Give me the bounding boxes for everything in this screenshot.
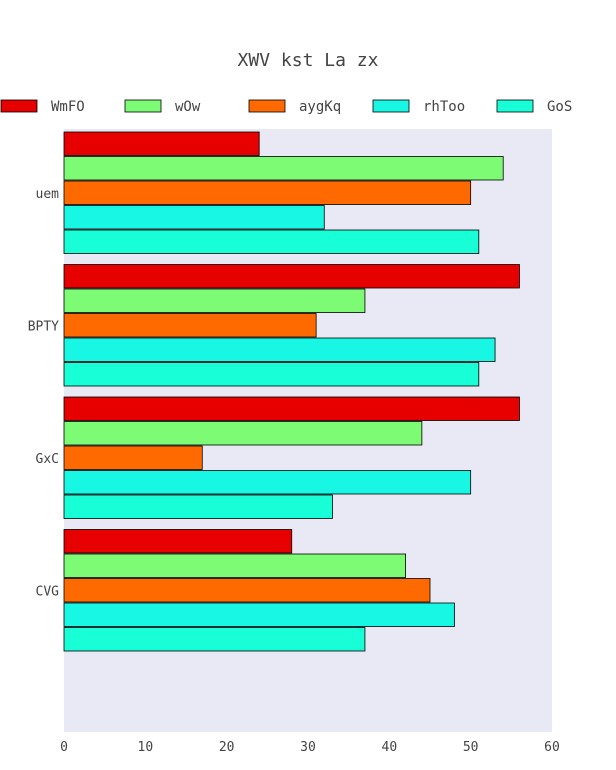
x-tick-label-20: 20: [219, 740, 235, 755]
y-tick-label-uem: uem: [36, 187, 60, 202]
legend: WmFO wOw aygKq rhToo GoS: [0, 99, 572, 115]
bar-aygkq-uem: [63, 180, 472, 205]
bar-gos-gxc: [63, 494, 333, 519]
bar-rhtoo-gxc: [63, 470, 472, 495]
x-tick-label-0: 0: [60, 740, 68, 755]
y-tick-label-gxc: GxC: [36, 452, 59, 467]
bar-wow-cvg: [63, 553, 407, 578]
legend-swatch-wow: [124, 99, 162, 113]
legend-swatch-rhtoo: [372, 99, 410, 113]
bar-wow-uem: [63, 156, 504, 181]
bar-aygkq-bpty: [63, 313, 317, 338]
legend-swatch-aygkq: [248, 99, 286, 113]
bar-gos-cvg: [63, 627, 366, 652]
x-tick-label-50: 50: [463, 740, 479, 755]
legend-item-wow[interactable]: wOw: [124, 99, 201, 115]
legend-label-wmfo: WmFO: [51, 99, 85, 115]
legend-item-wmfo[interactable]: WmFO: [0, 99, 85, 115]
chart-title: XWV kst La zx: [238, 50, 379, 71]
bar-aygkq-cvg: [63, 578, 431, 603]
bar-wmfo-cvg: [63, 529, 293, 554]
bar-rhtoo-cvg: [63, 602, 455, 627]
y-tick-label-cvg: CVG: [36, 584, 60, 599]
x-tick-label-30: 30: [300, 740, 316, 755]
legend-label-aygkq: aygKq: [299, 99, 341, 115]
y-axis-labels: uem BPTY GxC CVG: [28, 187, 59, 600]
x-tick-label-10: 10: [138, 740, 154, 755]
x-axis-labels: 0 10 20 30 40 50 60: [60, 740, 560, 755]
x-tick-label-60: 60: [544, 740, 560, 755]
bar-wow-gxc: [63, 421, 423, 446]
x-tick-label-40: 40: [382, 740, 398, 755]
bar-aygkq-gxc: [63, 445, 203, 470]
legend-swatch-wmfo: [0, 99, 38, 113]
bar-wow-bpty: [63, 288, 366, 313]
legend-item-rhtoo[interactable]: rhToo: [372, 99, 465, 115]
legend-item-aygkq[interactable]: aygKq: [248, 99, 341, 115]
bar-rhtoo-bpty: [63, 337, 496, 362]
bar-gos-bpty: [63, 362, 480, 387]
legend-label-gos: GoS: [547, 99, 572, 115]
legend-swatch-gos: [496, 99, 534, 113]
legend-label-wow: wOw: [175, 99, 201, 115]
bar-rhtoo-uem: [63, 205, 325, 230]
legend-item-gos[interactable]: GoS: [496, 99, 572, 115]
bar-gos-uem: [63, 229, 480, 254]
bars: [63, 131, 520, 652]
bar-wmfo-gxc: [63, 396, 520, 421]
y-tick-label-bpty: BPTY: [28, 319, 59, 334]
bar-wmfo-bpty: [63, 264, 520, 289]
bar-wmfo-uem: [63, 131, 260, 156]
legend-label-rhtoo: rhToo: [423, 99, 465, 115]
